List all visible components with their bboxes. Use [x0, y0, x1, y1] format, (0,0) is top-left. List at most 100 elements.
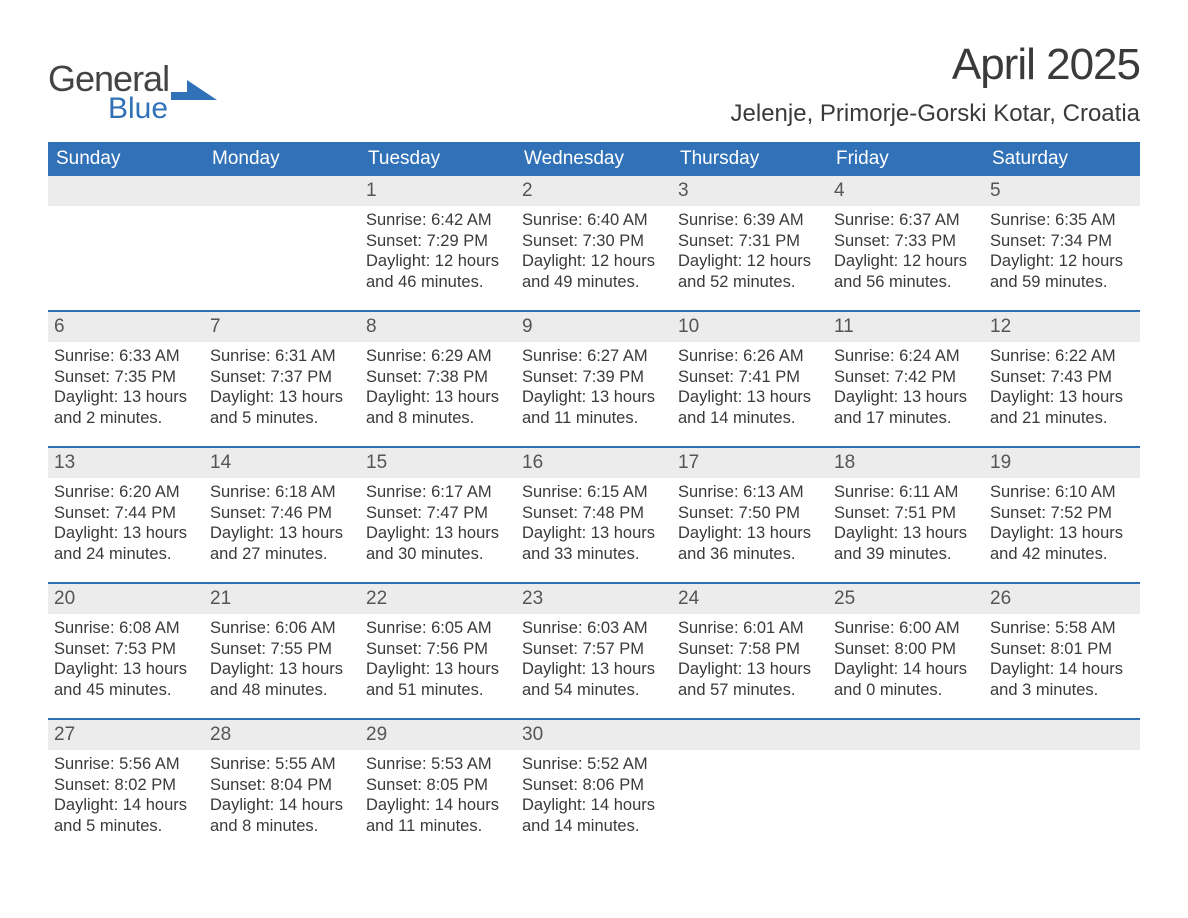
sunset-line: Sunset: 7:52 PM: [990, 503, 1134, 524]
daylight-line: Daylight: 13 hours and 36 minutes.: [678, 523, 822, 564]
daynum-cell: 6: [48, 312, 204, 342]
day-body-cell: Sunrise: 5:53 AMSunset: 8:05 PMDaylight:…: [360, 750, 516, 854]
sunset-line: Sunset: 7:55 PM: [210, 639, 354, 660]
sunrise-line: Sunrise: 6:00 AM: [834, 618, 978, 639]
daylight-line: Daylight: 14 hours and 11 minutes.: [366, 795, 510, 836]
day-body-cell: Sunrise: 6:26 AMSunset: 7:41 PMDaylight:…: [672, 342, 828, 446]
day-body-cell: Sunrise: 6:20 AMSunset: 7:44 PMDaylight:…: [48, 478, 204, 582]
week-block: 12345Sunrise: 6:42 AMSunset: 7:29 PMDayl…: [48, 176, 1140, 310]
sunrise-line: Sunrise: 6:42 AM: [366, 210, 510, 231]
sunset-line: Sunset: 7:48 PM: [522, 503, 666, 524]
dow-cell: Wednesday: [516, 142, 672, 176]
daynum-cell: 15: [360, 448, 516, 478]
page-header: General Blue April 2025 Jelenje, Primorj…: [48, 40, 1140, 138]
daylight-line: Daylight: 12 hours and 46 minutes.: [366, 251, 510, 292]
sunset-line: Sunset: 7:57 PM: [522, 639, 666, 660]
day-body-row: Sunrise: 6:33 AMSunset: 7:35 PM Daylight:…: [48, 342, 1140, 446]
sunrise-line: Sunrise: 6:39 AM: [678, 210, 822, 231]
daylight-line: Daylight: 13 hours and 39 minutes.: [834, 523, 978, 564]
sunrise-line: Sunrise: 6:05 AM: [366, 618, 510, 639]
daynum-cell: 4: [828, 176, 984, 206]
daynum-row: 12345: [48, 176, 1140, 206]
sunset-line: Sunset: 7:38 PM: [366, 367, 510, 388]
daynum-cell: 5: [984, 176, 1140, 206]
day-body-cell: Sunrise: 6:29 AMSunset: 7:38 PMDaylight:…: [360, 342, 516, 446]
daynum-cell: 16: [516, 448, 672, 478]
sunrise-line: Sunrise: 6:33 AM: [54, 346, 198, 367]
daynum-cell: 29: [360, 720, 516, 750]
sunset-line: Sunset: 7:50 PM: [678, 503, 822, 524]
day-body-cell: Sunrise: 6:17 AMSunset: 7:47 PMDaylight:…: [360, 478, 516, 582]
sunset-line: Sunset: 8:04 PM: [210, 775, 354, 796]
day-body-cell: Sunrise: 5:55 AMSunset: 8:04 PMDaylight:…: [204, 750, 360, 854]
day-body-cell: Sunrise: 6:06 AMSunset: 7:55 PMDaylight:…: [204, 614, 360, 718]
dow-cell: Thursday: [672, 142, 828, 176]
daynum-cell: 25: [828, 584, 984, 614]
month-title: April 2025: [731, 40, 1140, 90]
dow-cell: Tuesday: [360, 142, 516, 176]
sunrise-line: Sunrise: 6:20 AM: [54, 482, 198, 503]
day-body-cell: Sunrise: 6:31 AMSunset: 7:37 PMDaylight:…: [204, 342, 360, 446]
daynum-row: 20212223242526: [48, 582, 1140, 614]
daylight-line: Daylight: 13 hours and 42 minutes.: [990, 523, 1134, 564]
day-body-cell: Sunrise: 6:37 AMSunset: 7:33 PMDaylight:…: [828, 206, 984, 310]
daylight-line: Daylight: 12 hours and 59 minutes.: [990, 251, 1134, 292]
daynum-cell: 18: [828, 448, 984, 478]
sunset-line: Sunset: 7:35 PM: [54, 367, 198, 388]
daylight-line: Daylight: 14 hours and 0 minutes.: [834, 659, 978, 700]
day-body-cell: [48, 206, 204, 310]
sunset-line: Sunset: 8:02 PM: [54, 775, 198, 796]
sunrise-line: Sunrise: 6:17 AM: [366, 482, 510, 503]
week-block: 13141516171819Sunrise: 6:20 AMSunset: 7:…: [48, 446, 1140, 582]
daylight-line: Daylight: 13 hours and 8 minutes.: [366, 387, 510, 428]
day-body-cell: [672, 750, 828, 854]
daynum-cell: 14: [204, 448, 360, 478]
sunset-line: Sunset: 7:47 PM: [366, 503, 510, 524]
daylight-line: Daylight: 13 hours and 27 minutes.: [210, 523, 354, 564]
daylight-line: Daylight: 13 hours and 14 minutes.: [678, 387, 822, 428]
daynum-cell: 22: [360, 584, 516, 614]
sunset-line: Sunset: 7:42 PM: [834, 367, 978, 388]
day-body-cell: Sunrise: 6:35 AMSunset: 7:34 PMDaylight:…: [984, 206, 1140, 310]
daylight-line: Daylight: 13 hours and 11 minutes.: [522, 387, 666, 428]
day-body-row: Sunrise: 6:20 AMSunset: 7:44 PM Daylight:…: [48, 478, 1140, 582]
day-body-cell: Sunrise: 6:40 AMSunset: 7:30 PMDaylight:…: [516, 206, 672, 310]
sunset-line: Sunset: 8:05 PM: [366, 775, 510, 796]
sunrise-line: Sunrise: 6:31 AM: [210, 346, 354, 367]
daylight-line: Daylight: 12 hours and 52 minutes.: [678, 251, 822, 292]
day-body-cell: Sunrise: 6:18 AMSunset: 7:46 PMDaylight:…: [204, 478, 360, 582]
sunrise-line: Sunrise: 6:18 AM: [210, 482, 354, 503]
dow-cell: Monday: [204, 142, 360, 176]
daylight-line: Daylight: 12 hours and 49 minutes.: [522, 251, 666, 292]
daylight-line: Daylight: 13 hours and 45 minutes.: [54, 659, 198, 700]
day-body-row: Sunrise: 5:56 AMSunset: 8:02 PMDaylight:…: [48, 750, 1140, 854]
weeks-container: 12345Sunrise: 6:42 AMSunset: 7:29 PMDayl…: [48, 176, 1140, 854]
day-body-cell: Sunrise: 6:15 AMSunset: 7:48 PMDaylight:…: [516, 478, 672, 582]
sunrise-line: Sunrise: 6:01 AM: [678, 618, 822, 639]
sunset-line: Sunset: 7:51 PM: [834, 503, 978, 524]
daynum-cell: 20: [48, 584, 204, 614]
day-body-cell: Sunrise: 6:11 AMSunset: 7:51 PMDaylight:…: [828, 478, 984, 582]
sunset-line: Sunset: 7:44 PM: [54, 503, 198, 524]
day-of-week-header: SundayMondayTuesdayWednesdayThursdayFrid…: [48, 142, 1140, 176]
week-block: 27282930Sunrise: 5:56 AMSunset: 8:02 PMD…: [48, 718, 1140, 854]
sunrise-line: Sunrise: 6:24 AM: [834, 346, 978, 367]
daynum-cell: 30: [516, 720, 672, 750]
sunrise-line: Sunrise: 5:52 AM: [522, 754, 666, 775]
daylight-line: Daylight: 13 hours and 51 minutes.: [366, 659, 510, 700]
daynum-cell: 12: [984, 312, 1140, 342]
daynum-cell: 2: [516, 176, 672, 206]
sunset-line: Sunset: 8:06 PM: [522, 775, 666, 796]
day-body-cell: [828, 750, 984, 854]
sunrise-line: Sunrise: 6:37 AM: [834, 210, 978, 231]
day-body-row: Sunrise: 6:08 AMSunset: 7:53 PMDaylight:…: [48, 614, 1140, 718]
daylight-line: Daylight: 13 hours and 30 minutes.: [366, 523, 510, 564]
sunset-line: Sunset: 7:56 PM: [366, 639, 510, 660]
sunrise-line: Sunrise: 6:29 AM: [366, 346, 510, 367]
sunset-line: Sunset: 7:39 PM: [522, 367, 666, 388]
location-text: Jelenje, Primorje-Gorski Kotar, Croatia: [731, 100, 1140, 128]
day-body-cell: Sunrise: 6:10 AMSunset: 7:52 PMDaylight:…: [984, 478, 1140, 582]
sunset-line: Sunset: 7:58 PM: [678, 639, 822, 660]
sunset-line: Sunset: 7:31 PM: [678, 231, 822, 252]
sunset-line: Sunset: 7:41 PM: [678, 367, 822, 388]
